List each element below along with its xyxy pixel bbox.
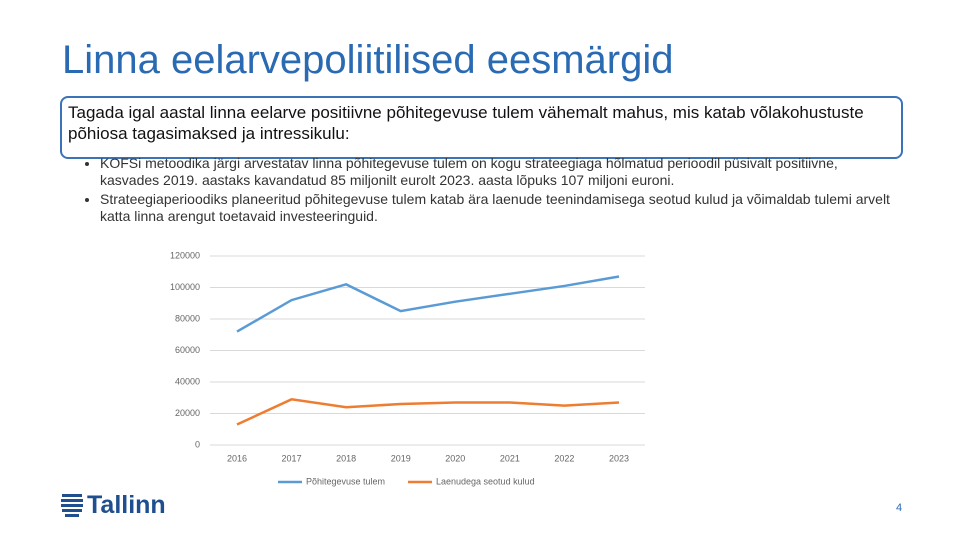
slide-title: Linna eelarvepoliitilised eesmärgid [62,38,674,82]
x-tick-label: 2019 [391,453,411,463]
page-number: 4 [896,502,903,514]
x-tick-label: 2022 [554,453,574,463]
logo-icon [61,494,83,517]
logo-text: Tallinn [87,491,166,519]
line-series [236,398,620,426]
x-tick-label: 2018 [336,453,356,463]
bullet-list: KOFSi metoodika järgi arvestatav linna p… [84,155,900,227]
y-tick-label: 100000 [170,282,200,292]
legend-label: Põhitegevuse tulem [306,476,385,486]
y-tick-label: 20000 [175,408,200,418]
line-series [236,275,620,333]
x-tick-label: 2017 [282,453,302,463]
y-tick-label: 80000 [175,313,200,323]
legend-label: Laenudega seotud kulud [436,476,535,486]
chart: 0 20000 40000 60000 80000 100000 120000 2016 201… [170,250,645,486]
logo: Tallinn [60,490,166,527]
bullet: KOFSi metoodika järgi arvestatav linna p… [100,155,900,189]
x-tick-label: 2020 [445,453,465,463]
y-tick-label: 0 [195,439,200,449]
y-tick-label: 60000 [175,345,200,355]
x-tick-label: 2016 [227,453,247,463]
x-tick-label: 2023 [609,453,629,463]
x-tick-label: 2021 [500,453,520,463]
bullet: Strateegiaperioodiks planeeritud põhiteg… [100,191,900,225]
y-tick-label: 120000 [170,250,200,260]
y-tick-label: 40000 [175,376,200,386]
goal-box: Tagada igal aastal linna eelarve positii… [60,96,903,159]
